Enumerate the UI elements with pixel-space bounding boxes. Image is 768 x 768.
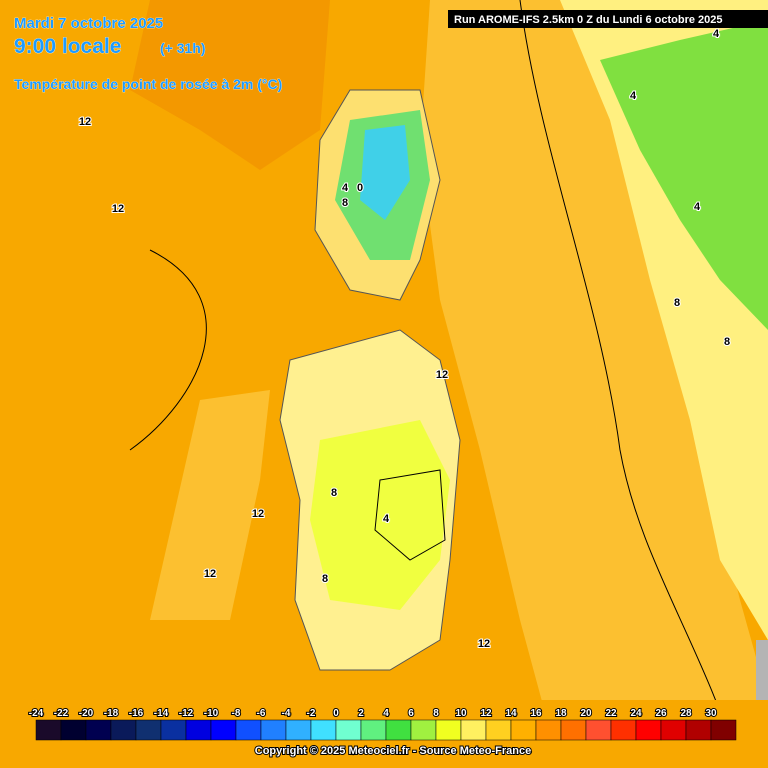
scale-cell xyxy=(435,719,462,741)
contour-label: 8 xyxy=(342,197,348,209)
sardinia-green xyxy=(374,469,446,561)
scale-label: 28 xyxy=(680,708,692,719)
scale-label: 30 xyxy=(705,708,717,719)
scale-label: 16 xyxy=(530,708,542,719)
scale-label: 10 xyxy=(455,708,467,719)
contour-label: 4 xyxy=(342,182,349,194)
field: Température de point de rosée à 2m (°C) xyxy=(14,76,282,92)
date: Mardi 7 octobre 2025 xyxy=(14,15,163,32)
contour-label: 12 xyxy=(252,508,264,520)
run-box xyxy=(448,10,768,28)
green-zone xyxy=(600,20,768,330)
light-zone xyxy=(420,0,768,768)
contour-label: 4 xyxy=(713,28,720,40)
scale-label: -16 xyxy=(129,708,144,719)
scale-label: 24 xyxy=(630,708,642,719)
scale-cell xyxy=(360,719,387,741)
light-zone-west xyxy=(150,390,270,620)
contour-label: 4 xyxy=(694,201,701,213)
scale-label: -8 xyxy=(232,708,241,719)
scale-label: 12 xyxy=(480,708,492,719)
corsica-cyan xyxy=(360,125,410,220)
time: 9:00 locale xyxy=(14,35,121,58)
contour-line xyxy=(519,0,741,768)
contour-label: 8 xyxy=(331,487,337,499)
run-info: Run AROME-IFS 2.5km 0 Z du Lundi 6 octob… xyxy=(454,14,723,26)
scale-label: 2 xyxy=(358,708,364,719)
scale-cell xyxy=(235,719,262,741)
scale-label: 4 xyxy=(383,708,389,719)
darker-zone xyxy=(130,0,330,170)
scale-label: 20 xyxy=(580,708,592,719)
scale-label: -20 xyxy=(79,708,94,719)
scale-cell xyxy=(660,719,687,741)
scale-cell xyxy=(710,719,737,741)
scale-label: 6 xyxy=(408,708,414,719)
scale-label: 8 xyxy=(433,708,439,719)
scale-cell xyxy=(610,719,637,741)
scale-label: -18 xyxy=(104,708,119,719)
scale-label: 18 xyxy=(555,708,567,719)
copyright: Copyright © 2025 Meteociel.fr - Source M… xyxy=(255,745,531,757)
contour-label: 8 xyxy=(674,297,680,309)
scale-cell xyxy=(685,719,712,741)
contour-label: 12 xyxy=(79,116,91,128)
scale-label: -6 xyxy=(257,708,266,719)
scale-label: -24 xyxy=(29,708,44,719)
scale-cell xyxy=(535,719,562,741)
sardinia-yellow xyxy=(310,420,450,610)
scale-cell xyxy=(210,719,237,741)
scale-label: 26 xyxy=(655,708,667,719)
scale-label: 0 xyxy=(333,708,339,719)
scale-cell xyxy=(185,719,212,741)
scale-label: 14 xyxy=(505,708,517,719)
scale-cell xyxy=(85,719,112,741)
scale-label: -14 xyxy=(154,708,169,719)
scale-cell xyxy=(135,719,162,741)
scale-cell xyxy=(635,719,662,741)
scale-label: -10 xyxy=(204,708,219,719)
scale-cell xyxy=(260,719,287,741)
scale-cell xyxy=(560,719,587,741)
scale-cell xyxy=(510,719,537,741)
scale-cell xyxy=(385,719,412,741)
contour-label: 8 xyxy=(724,336,730,348)
scale-label: -2 xyxy=(307,708,316,719)
scale-cell xyxy=(60,719,87,741)
lead: (+ 31h) xyxy=(160,40,206,56)
scale-cell xyxy=(285,719,312,741)
contour-label: 4 xyxy=(383,513,390,525)
contour-label: 12 xyxy=(112,203,124,215)
scale-cell xyxy=(35,719,62,741)
scale-label: -22 xyxy=(54,708,69,719)
scale-cell xyxy=(485,719,512,741)
contour-label: 4 xyxy=(630,90,637,102)
scale-cell xyxy=(110,719,137,741)
contour-label: 12 xyxy=(478,638,490,650)
scale-cell xyxy=(460,719,487,741)
scale-cell xyxy=(335,719,362,741)
scale-label: -12 xyxy=(179,708,194,719)
contour-line xyxy=(129,249,207,451)
contour-label: 0 xyxy=(357,182,363,194)
scale-cell xyxy=(160,719,187,741)
contour-label: 12 xyxy=(204,568,216,580)
scale-label: -4 xyxy=(282,708,291,719)
scale-cell xyxy=(410,719,437,741)
contour-label: 12 xyxy=(436,369,448,381)
scale-cell xyxy=(585,719,612,741)
scale-cell xyxy=(310,719,337,741)
scale-label: 22 xyxy=(605,708,617,719)
contour-label: 8 xyxy=(322,573,328,585)
